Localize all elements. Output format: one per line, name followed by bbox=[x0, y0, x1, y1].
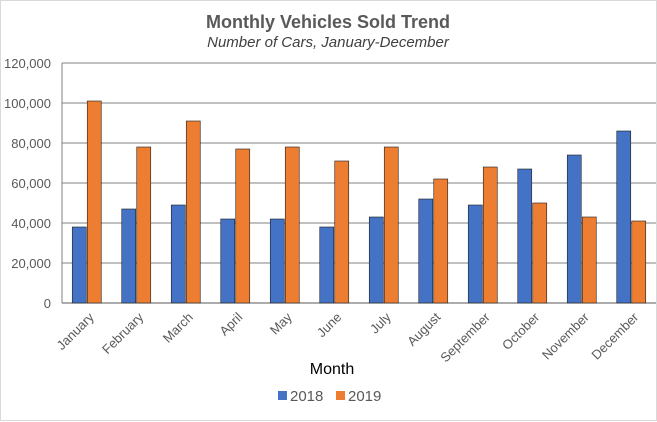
chart-subtitle: Number of Cars, January-December bbox=[207, 34, 450, 51]
bar-2019-march bbox=[185, 120, 201, 304]
x-tick-label: September bbox=[437, 309, 493, 365]
x-tick-label: May bbox=[267, 309, 295, 337]
y-tick-label: 40,000 bbox=[11, 216, 51, 231]
x-tick-label: October bbox=[499, 309, 543, 353]
y-axis-ticks: 0 20,000 40,000 60,000 80,000 100,000 120,000 bbox=[4, 56, 51, 311]
bar-2019-october bbox=[532, 202, 548, 304]
bar-2019-november bbox=[581, 216, 597, 304]
legend: 2018 2019 bbox=[278, 388, 381, 405]
bar-2018-september bbox=[467, 204, 483, 304]
bar-2018-january bbox=[71, 226, 87, 304]
x-axis-ticks: January February March April May June July Augu… bbox=[54, 309, 642, 365]
x-tick-label: June bbox=[314, 310, 345, 341]
x-axis-title: Month bbox=[310, 361, 354, 378]
bar-2018-july bbox=[368, 216, 384, 304]
y-tick-label: 80,000 bbox=[11, 136, 51, 151]
bar-2019-april bbox=[235, 148, 251, 304]
bar-2018-may bbox=[269, 218, 285, 304]
legend-label-2019: 2019 bbox=[348, 388, 381, 405]
x-tick-label: April bbox=[216, 309, 245, 338]
bar-2018-november bbox=[566, 154, 582, 304]
bar-2018-june bbox=[319, 226, 335, 304]
bar-2019-september bbox=[482, 166, 498, 304]
x-tick-label: December bbox=[588, 309, 641, 362]
bar-2018-october bbox=[517, 168, 533, 304]
y-tick-label: 0 bbox=[44, 296, 51, 311]
bars bbox=[71, 100, 647, 304]
bar-2019-july bbox=[383, 146, 399, 304]
gridlines bbox=[61, 62, 656, 304]
y-tick-label: 100,000 bbox=[4, 96, 51, 111]
x-tick-label: January bbox=[54, 309, 98, 353]
bar-2019-may bbox=[284, 146, 300, 304]
bar-2019-june bbox=[334, 160, 350, 304]
x-tick-label: February bbox=[99, 309, 147, 357]
bar-2019-february bbox=[136, 146, 152, 304]
bar-2018-august bbox=[418, 198, 434, 304]
x-tick-label: July bbox=[367, 309, 394, 336]
y-tick-label: 60,000 bbox=[11, 176, 51, 191]
legend-label-2018: 2018 bbox=[290, 388, 323, 405]
chart-title: Monthly Vehicles Sold Trend bbox=[206, 12, 450, 32]
y-tick-label: 20,000 bbox=[11, 256, 51, 271]
y-tick-label: 120,000 bbox=[4, 56, 51, 71]
bar-2018-march bbox=[170, 204, 186, 304]
x-tick-label: March bbox=[160, 310, 196, 346]
bar-2018-february bbox=[121, 208, 137, 304]
bar-2019-december bbox=[631, 220, 647, 304]
bar-2019-january bbox=[86, 100, 102, 304]
bar-2018-april bbox=[220, 218, 236, 304]
legend-swatch-2019 bbox=[336, 391, 345, 400]
x-tick-label: November bbox=[539, 309, 592, 362]
bar-2018-december bbox=[616, 130, 632, 304]
x-tick-label: August bbox=[404, 309, 443, 348]
legend-swatch-2018 bbox=[278, 391, 287, 400]
bar-2019-august bbox=[433, 178, 449, 304]
